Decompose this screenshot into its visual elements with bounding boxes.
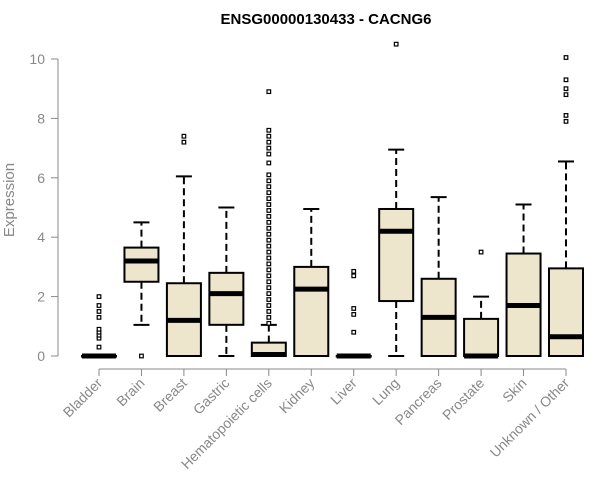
outlier-point bbox=[266, 151, 272, 157]
x-tick-label: Brain bbox=[113, 375, 147, 409]
outlier-point bbox=[266, 133, 272, 139]
outlier-point bbox=[96, 344, 102, 350]
box-unknown-other bbox=[548, 55, 584, 358]
outlier-point bbox=[266, 303, 272, 308]
outlier-point bbox=[563, 77, 569, 83]
outlier-point bbox=[478, 249, 484, 255]
outlier-point bbox=[266, 231, 272, 237]
outlier-point bbox=[96, 294, 102, 299]
outlier-point bbox=[266, 202, 272, 207]
outlier-point bbox=[266, 314, 272, 320]
y-tick-label: 10 bbox=[29, 51, 45, 67]
box-liver bbox=[335, 268, 372, 359]
box-prostate bbox=[463, 249, 500, 359]
outlier-point bbox=[266, 127, 272, 133]
y-axis-label: Expression bbox=[1, 163, 18, 237]
outlier-point bbox=[351, 306, 357, 311]
y-tick-label: 4 bbox=[37, 229, 45, 245]
box-iqr bbox=[548, 267, 584, 358]
x-tick-label: Bladder bbox=[60, 375, 106, 421]
x-tick-label: Lung bbox=[369, 375, 402, 408]
x-tick-label: Kidney bbox=[276, 375, 318, 417]
outlier-point bbox=[563, 118, 569, 124]
box-iqr bbox=[208, 271, 245, 326]
outlier-point bbox=[96, 326, 102, 332]
box-brain bbox=[123, 221, 160, 359]
outlier-point bbox=[563, 92, 569, 98]
outlier-point bbox=[266, 243, 272, 249]
outlier-point bbox=[351, 312, 357, 317]
y-axis: 0 2 4 6 8 10 bbox=[29, 51, 59, 364]
box-pancreas bbox=[420, 196, 457, 357]
outlier-point bbox=[266, 309, 272, 314]
outlier-point bbox=[266, 261, 272, 267]
x-tick-label: Liver bbox=[327, 375, 360, 408]
outlier-point bbox=[96, 309, 102, 314]
box-iqr bbox=[463, 317, 500, 357]
outlier-point bbox=[563, 113, 569, 118]
outlier-point bbox=[266, 160, 272, 166]
outlier-point bbox=[266, 249, 272, 255]
outlier-point bbox=[266, 145, 272, 151]
chart-title: ENSG00000130433 - CACNG6 bbox=[221, 11, 432, 28]
box-iqr bbox=[123, 246, 160, 283]
y-tick-label: 2 bbox=[37, 289, 45, 305]
box-breast bbox=[165, 133, 202, 357]
y-tick-label: 8 bbox=[37, 110, 45, 126]
x-tick-label: Unknown / Other bbox=[487, 375, 573, 461]
outlier-point bbox=[266, 89, 272, 95]
outlier-point bbox=[393, 41, 399, 47]
outlier-point bbox=[351, 268, 357, 274]
box-gastric bbox=[208, 206, 245, 357]
outlier-point bbox=[96, 303, 102, 308]
box-kidney bbox=[293, 207, 330, 357]
y-tick-label: 6 bbox=[37, 170, 45, 186]
outlier-point bbox=[563, 86, 569, 92]
outlier-point bbox=[266, 255, 272, 261]
outlier-point bbox=[266, 178, 272, 184]
outlier-point bbox=[351, 329, 357, 335]
x-tick-label: Pancreas bbox=[392, 375, 445, 428]
outlier-point bbox=[266, 267, 272, 273]
outlier-point bbox=[139, 353, 144, 359]
outlier-point bbox=[96, 314, 102, 320]
x-tick-label: Prostate bbox=[439, 375, 487, 423]
outlier-point bbox=[266, 219, 272, 225]
x-tick-label: Skin bbox=[499, 375, 530, 406]
outlier-point bbox=[266, 214, 272, 219]
box-iqr bbox=[293, 265, 330, 357]
outlier-point bbox=[266, 225, 272, 231]
outlier-point bbox=[266, 184, 272, 190]
outlier-point bbox=[266, 291, 272, 297]
outlier-point bbox=[266, 172, 272, 178]
box-iqr bbox=[378, 207, 415, 303]
box-lung bbox=[378, 41, 415, 357]
box-group bbox=[81, 41, 584, 359]
outlier-point bbox=[563, 55, 569, 60]
x-tick-label: Breast bbox=[150, 375, 190, 415]
outlier-point bbox=[266, 190, 272, 196]
outlier-point bbox=[181, 139, 187, 145]
outlier-point bbox=[351, 273, 357, 279]
y-tick-label: 0 bbox=[37, 348, 45, 364]
outlier-point bbox=[266, 273, 272, 279]
outlier-point bbox=[266, 208, 272, 213]
box-bladder bbox=[81, 294, 117, 359]
outlier-point bbox=[266, 139, 272, 145]
outlier-point bbox=[266, 285, 272, 291]
outlier-point bbox=[266, 297, 272, 302]
outlier-point bbox=[266, 196, 272, 201]
box-hematopoietic-cells bbox=[250, 89, 287, 358]
box-skin bbox=[505, 203, 542, 357]
outlier-point bbox=[266, 237, 272, 243]
outlier-point bbox=[266, 279, 272, 285]
outlier-point bbox=[266, 320, 272, 326]
outlier-point bbox=[181, 133, 187, 139]
